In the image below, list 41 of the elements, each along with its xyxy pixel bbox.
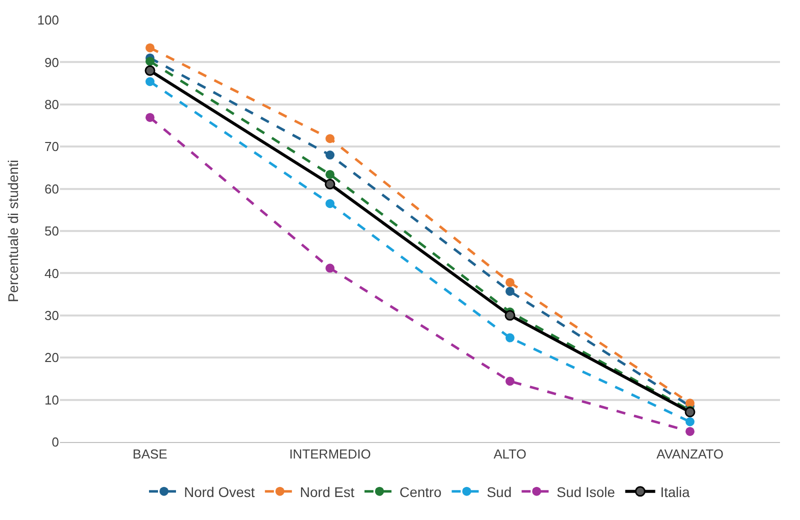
- y-tick-label: 70: [44, 139, 59, 154]
- point: [684, 406, 696, 418]
- point: [324, 178, 336, 190]
- legend-label: Sud Isole: [556, 484, 616, 500]
- y-axis-title: Percentuale di studenti: [4, 160, 21, 302]
- point: [326, 199, 334, 208]
- y-tick-label: 40: [44, 266, 59, 281]
- point: [326, 170, 334, 179]
- point: [686, 426, 694, 436]
- point: [326, 150, 334, 160]
- legend-label: Nord Ovest: [184, 484, 255, 500]
- point: [506, 333, 514, 342]
- y-tick-label: 50: [44, 224, 59, 239]
- point: [506, 278, 514, 287]
- x-tick-label: AVANZATO: [656, 446, 724, 462]
- legend-label: Centro: [399, 484, 442, 500]
- point: [504, 310, 516, 321]
- legend-label: Sud: [486, 484, 512, 500]
- point: [146, 112, 154, 122]
- point: [146, 56, 154, 66]
- point: [146, 43, 154, 52]
- y-tick-label: 60: [44, 181, 59, 196]
- point: [144, 65, 156, 76]
- legend-label: Nord Est: [300, 484, 354, 500]
- x-tick-label: BASE: [132, 446, 168, 462]
- y-tick-label: 90: [44, 54, 59, 70]
- x-tick-label: INTERMEDIO: [289, 446, 371, 462]
- point: [686, 417, 694, 426]
- point: [326, 264, 334, 273]
- point: [506, 376, 514, 386]
- y-tick-label: 10: [44, 392, 59, 408]
- y-tick-label: 30: [44, 308, 59, 323]
- point: [326, 134, 334, 144]
- point: [506, 286, 514, 296]
- y-tick-label: 100: [37, 12, 59, 28]
- legend-label: Italia: [660, 484, 690, 500]
- y-tick-label: 80: [44, 96, 59, 112]
- x-tick-label: ALTO: [494, 446, 526, 462]
- y-tick-label: 20: [44, 350, 59, 366]
- y-tick-label: 0: [52, 434, 59, 450]
- point: [146, 77, 154, 86]
